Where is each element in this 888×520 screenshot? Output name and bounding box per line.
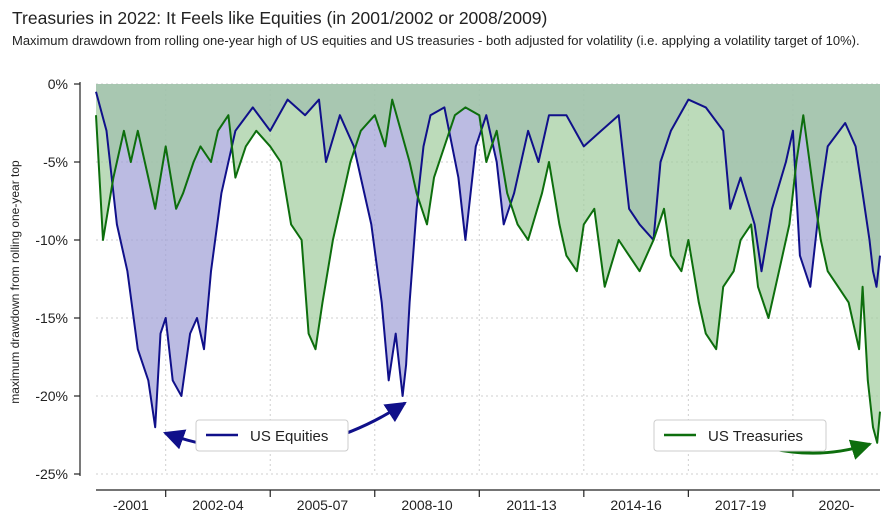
y-tick-label: -5% [43,154,68,170]
x-tick-label: 2020- [819,497,855,513]
legend-equities-label: US Equities [250,428,328,445]
legend-treasuries: US Treasuries [653,419,827,452]
x-tick-label: 2005-07 [297,497,349,513]
x-tick-label: 2014-16 [610,497,662,513]
y-tick-label: 0% [48,76,68,92]
series-line-us-treasuries [95,98,881,444]
y-tick-label: -15% [35,310,68,326]
x-tick-label: 2017-19 [715,497,767,513]
x-tick-label: -2001 [113,497,149,513]
legend-treasuries-label: US Treasuries [708,428,803,445]
x-tick-label: 2002-04 [192,497,244,513]
legend-equities: US Equities [195,419,349,452]
series-layer [95,84,881,444]
x-axis: -2001 2002-04 2005-07 2008-10 2011-13 2014-16… [113,490,855,513]
y-axis: 0% -5% -10% -15% -20% -25% [35,76,80,482]
y-tick-label: -10% [35,232,68,248]
series-area-us-treasuries [96,84,880,443]
x-tick-label: 2008-10 [401,497,453,513]
y-axis-label: maximum drawdown from rolling one-year t… [8,160,22,404]
chart-title: Treasuries in 2022: It Feels like Equiti… [12,8,548,28]
y-tick-label: -20% [35,388,68,404]
series-line-us-equities [95,91,881,429]
y-tick-label: -25% [35,466,68,482]
x-tick-label: 2011-13 [506,497,557,513]
chart-subtitle: Maximum drawdown from rolling one-year h… [12,33,860,48]
